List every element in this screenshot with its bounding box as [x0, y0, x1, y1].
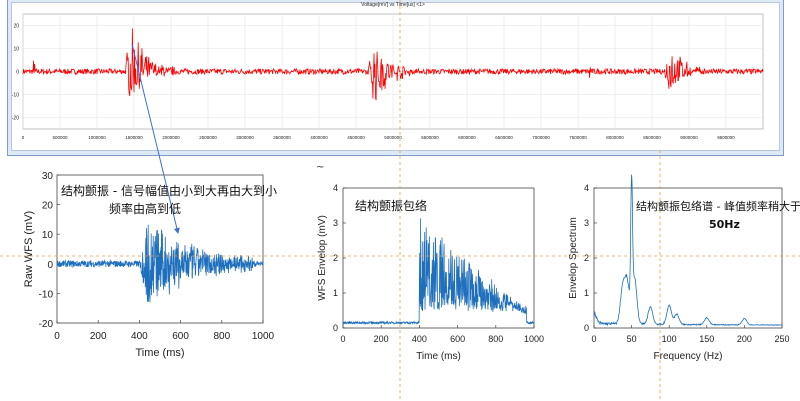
spec-plot-frame — [593, 187, 783, 329]
spec-x-tick-label: 250 — [774, 334, 789, 344]
top-x-tick-label: 1000000 — [88, 135, 106, 140]
env-x-tick-label: 400 — [412, 334, 427, 344]
spec-annotation-line1: 结构颤振包络谱 - 峰值频率稍大于 — [636, 200, 800, 213]
env-annotation: 结构颤振包络 — [355, 199, 428, 213]
top-x-tick-label: 5000000 — [384, 135, 402, 140]
top-x-tick-label: 9000000 — [680, 135, 698, 140]
raw-x-tick-label: 200 — [90, 331, 107, 342]
small-mark: ~ — [316, 162, 325, 173]
top-x-tick-label: 500000 — [52, 135, 68, 140]
env-y-tick-label: 2 — [333, 253, 338, 263]
env-y-tick-label: 3 — [333, 218, 338, 228]
env-x-tick-label: 800 — [488, 334, 503, 344]
spec-y-tick-label: 0 — [584, 323, 589, 333]
top-x-tick-label: 9500000 — [717, 135, 735, 140]
top-x-tick-label: 4500000 — [347, 135, 365, 140]
raw-annotation-line2: 频率由高到低 — [109, 202, 182, 216]
raw-y-tick-label: 20 — [42, 201, 54, 212]
top-signal-series — [22, 28, 764, 101]
top-x-tick-label: 3000000 — [236, 135, 254, 140]
top-x-tick-label: 7000000 — [532, 135, 550, 140]
top-y-tick-label: -20 — [12, 116, 19, 122]
top-x-tick-label: 6500000 — [495, 135, 513, 140]
top-x-tick-label: 0 — [22, 135, 25, 140]
raw-plot-frame — [56, 174, 264, 324]
spec-y-tick-label: 4 — [584, 183, 589, 193]
top-y-tick-label: 20 — [13, 24, 19, 30]
top-chart-title: Voltage[mV] vs Time[us] <1> — [361, 2, 425, 8]
env-x-axis-label: Time (ms) — [416, 351, 461, 362]
spec-y-tick-label: 2 — [584, 253, 589, 263]
env-y-tick-label: 4 — [333, 183, 338, 193]
top-y-tick-label: -10 — [12, 93, 19, 99]
annotation-arrow — [131, 43, 180, 234]
spec-y-tick-label: 3 — [584, 218, 589, 228]
spec-x-tick-label: 50 — [627, 334, 637, 344]
raw-y-tick-label: 10 — [42, 230, 54, 241]
env-y-axis-label: WFS Envelop (mV) — [317, 215, 328, 301]
top-x-tick-label: 7500000 — [569, 135, 587, 140]
raw-y-axis-label: Raw WFS (mV) — [23, 211, 35, 287]
top-y-tick-label: 0 — [16, 70, 19, 76]
raw-x-tick-label: 0 — [54, 331, 60, 342]
spec-x-tick-label: 200 — [737, 334, 752, 344]
spec-y-axis-label: Envelop Spectrum — [568, 217, 579, 299]
top-x-tick-label: 8500000 — [643, 135, 661, 140]
top-x-tick-label: 8000000 — [606, 135, 624, 140]
env-x-tick-label: 600 — [450, 334, 465, 344]
raw-x-axis-label: Time (ms) — [135, 347, 184, 359]
env-x-tick-label: 1000 — [524, 334, 544, 344]
top-y-tick-label: 10 — [13, 47, 19, 53]
raw-y-tick-label: -10 — [39, 289, 54, 300]
raw-y-tick-label: 0 — [47, 260, 53, 271]
top-x-tick-label: 2000000 — [162, 135, 180, 140]
spec-x-tick-label: 150 — [699, 334, 714, 344]
spec-x-tick-label: 0 — [591, 334, 596, 344]
env-y-tick-label: 1 — [333, 288, 338, 298]
spec-signal-series — [593, 174, 783, 327]
raw-x-tick-label: 800 — [213, 331, 230, 342]
top-x-tick-label: 1500000 — [125, 135, 143, 140]
env-y-tick-label: 0 — [333, 323, 338, 333]
env-signal-series — [342, 218, 535, 326]
env-x-tick-label: 200 — [374, 334, 389, 344]
top-x-tick-label: 4000000 — [310, 135, 328, 140]
raw-x-tick-label: 600 — [172, 331, 189, 342]
raw-x-tick-label: 1000 — [252, 331, 275, 342]
top-x-tick-label: 5500000 — [421, 135, 439, 140]
raw-x-tick-label: 400 — [131, 331, 148, 342]
spec-y-tick-label: 1 — [584, 288, 589, 298]
raw-y-tick-label: -20 — [39, 319, 54, 330]
raw-annotation-line1: 结构颤振 - 信号幅值由小到大再由大到小 — [61, 184, 277, 198]
raw-signal-series — [56, 224, 264, 303]
env-x-tick-label: 0 — [340, 334, 345, 344]
top-x-tick-label: 6000000 — [458, 135, 476, 140]
spec-x-tick-label: 100 — [662, 334, 677, 344]
top-x-tick-label: 2500000 — [199, 135, 217, 140]
spec-x-axis-label: Frequency (Hz) — [654, 351, 723, 362]
raw-y-tick-label: 30 — [42, 171, 54, 182]
spec-annotation-line2: 50Hz — [709, 218, 740, 231]
top-x-tick-label: 3500000 — [273, 135, 291, 140]
